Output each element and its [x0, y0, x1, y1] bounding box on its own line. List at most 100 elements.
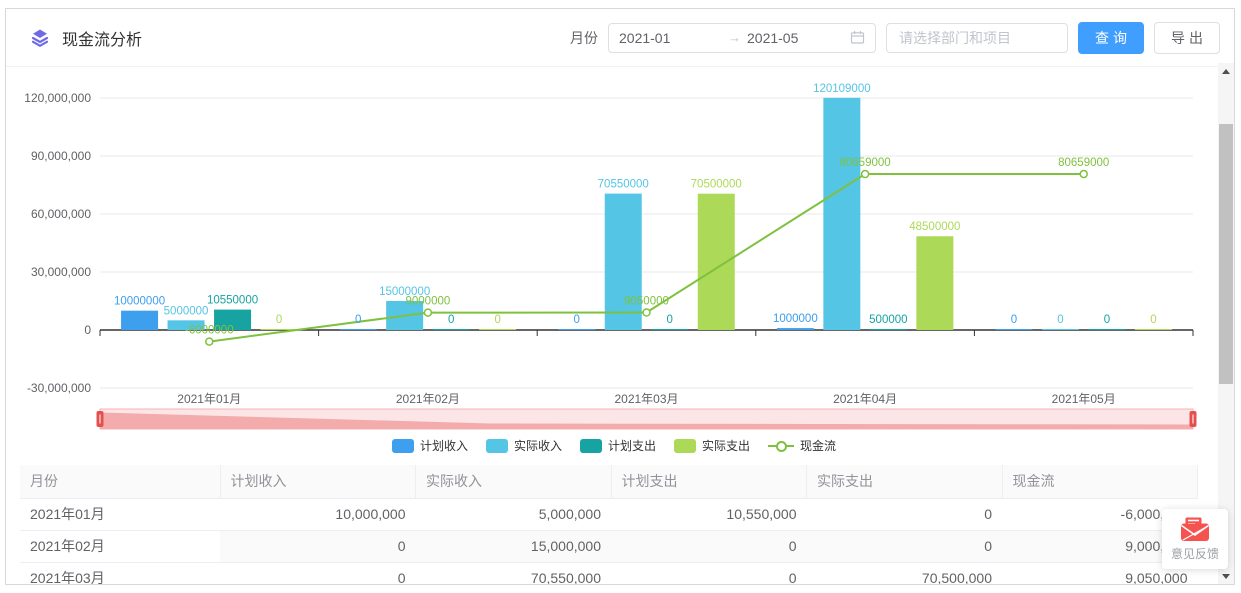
svg-text:2021年05月: 2021年05月	[1052, 392, 1116, 406]
table-row: 2021年01月 10,000,000 5,000,000 10,550,000 0 -6…	[20, 498, 1198, 531]
calendar-icon[interactable]	[850, 30, 865, 45]
bar-计划支出	[214, 309, 252, 330]
legend-item-计划收入[interactable]: 计划收入	[391, 437, 468, 454]
value-cell: 70,500,000	[806, 562, 1002, 584]
scroll-up-icon[interactable]	[1218, 63, 1234, 79]
bar-计划支出	[1088, 329, 1126, 330]
column-header: 计划支出	[611, 465, 807, 499]
datazoom-left-handle[interactable]	[96, 411, 104, 427]
legend-label: 计划收入	[419, 439, 468, 453]
x-axis-labels: 2021年01月 2021年02月 2021年03月 2021年04月 2021年05月	[177, 392, 1115, 406]
bar-实际支出	[916, 236, 954, 330]
bar-计划收入	[121, 310, 159, 330]
bar-实际支出	[697, 193, 735, 330]
value-cell: 0	[220, 530, 416, 563]
svg-text:2021年03月: 2021年03月	[614, 392, 678, 406]
bar-计划支出	[869, 329, 907, 330]
svg-text:80659000: 80659000	[1058, 157, 1109, 169]
svg-text:15000000: 15000000	[379, 286, 430, 298]
y-axis-labels: 120,000,000 90,000,000 60,000,000 30,000,00…	[24, 91, 91, 395]
column-header: 实际收入	[415, 465, 612, 499]
svg-text:70500000: 70500000	[691, 179, 742, 191]
legend-swatch	[485, 438, 508, 453]
month-field-label: 月份	[570, 29, 598, 46]
x-axis-ticks	[99, 330, 1194, 336]
svg-text:-30,000,000: -30,000,000	[27, 381, 91, 395]
department-project-input[interactable]	[886, 22, 1068, 53]
svg-text:0: 0	[494, 314, 500, 326]
value-cell: 15,000,000	[415, 530, 611, 563]
bar-计划收入	[776, 328, 814, 330]
bar-计划收入	[995, 329, 1033, 330]
bar-计划收入	[339, 329, 377, 330]
feedback-button[interactable]: 意见反馈	[1162, 509, 1228, 569]
datazoom-slider[interactable]	[96, 408, 1197, 430]
legend-swatch	[579, 438, 602, 453]
vertical-scrollbar[interactable]	[1218, 63, 1234, 584]
value-cell: 0	[611, 562, 807, 584]
svg-text:60,000,000: 60,000,000	[31, 207, 91, 221]
bars	[121, 97, 1172, 330]
bar-计划收入	[558, 329, 596, 330]
envelope-icon	[1180, 516, 1210, 542]
legend-item-实际支出[interactable]: 实际支出	[674, 437, 750, 454]
svg-text:2021年02月: 2021年02月	[396, 392, 460, 406]
svg-text:0: 0	[448, 314, 454, 326]
value-cell: 0	[611, 530, 807, 563]
legend-item-现金流[interactable]: 现金流	[768, 437, 836, 454]
datazoom-right-handle[interactable]	[1189, 411, 1197, 427]
feedback-label: 意见反馈	[1170, 547, 1219, 561]
page-title: 现金流分析	[62, 31, 143, 49]
legend-item-计划支出[interactable]: 计划支出	[579, 437, 656, 454]
table-row: 2021年02月 0 15,000,000 0 0 9,000,000	[20, 530, 1198, 563]
date-range-arrow-icon: →	[728, 30, 741, 45]
legend-label: 实际收入	[513, 439, 562, 453]
bar-实际收入	[167, 320, 205, 330]
value-cell: 0	[806, 530, 1002, 563]
svg-text:5000000: 5000000	[164, 305, 209, 317]
column-header: 月份	[20, 465, 221, 499]
month-cell: 2021年01月	[20, 498, 220, 531]
svg-text:9000000: 9000000	[406, 296, 451, 308]
column-header: 计划收入	[220, 465, 416, 499]
date-start-value[interactable]: 2021-01	[619, 29, 671, 46]
legend-label: 计划支出	[607, 439, 656, 453]
date-end-value[interactable]: 2021-05	[747, 29, 799, 46]
svg-text:2021年01月: 2021年01月	[177, 392, 241, 406]
bar-实际支出	[1134, 329, 1172, 330]
svg-text:0: 0	[1011, 314, 1017, 326]
export-button[interactable]: 导出	[1154, 21, 1220, 54]
bar-实际收入	[1041, 329, 1079, 330]
month-cell: 2021年02月	[20, 530, 220, 563]
svg-text:0: 0	[667, 314, 673, 326]
gridlines	[100, 97, 1193, 389]
cashflow-analysis-page: 现金流分析 月份 2021-01 → 2021-05 查询 导出 120,000…	[5, 8, 1235, 585]
column-header: 实际支出	[806, 465, 1003, 499]
legend-label: 实际支出	[702, 439, 751, 453]
legend-swatch	[391, 438, 414, 453]
date-range-picker[interactable]: 2021-01 → 2021-05	[608, 22, 876, 53]
legend-item-实际收入[interactable]: 实际收入	[485, 437, 562, 454]
page-header: 现金流分析 月份 2021-01 → 2021-05 查询 导出	[6, 9, 1234, 67]
bar-计划支出	[651, 329, 689, 330]
value-cell: 0	[806, 498, 1002, 531]
table-header-row: 月份 计划收入 实际收入 计划支出 实际支出 现金流	[20, 465, 1198, 499]
scrollbar-thumb[interactable]	[1219, 124, 1233, 384]
legend-line-icon	[768, 439, 795, 453]
cashflow-line	[205, 169, 1088, 346]
value-cell: 70,550,000	[415, 562, 611, 584]
value-cell: 10,550,000	[611, 498, 807, 531]
svg-text:0: 0	[574, 314, 580, 326]
svg-text:500000: 500000	[869, 314, 907, 326]
svg-text:0: 0	[276, 314, 282, 326]
table-row: 2021年03月 0 70,550,000 0 70,500,000 9,050,000	[20, 562, 1198, 584]
svg-text:9050000: 9050000	[624, 296, 669, 308]
svg-text:0: 0	[355, 314, 361, 326]
value-cell: 10,000,000	[220, 498, 416, 531]
month-cell: 2021年03月	[20, 562, 220, 584]
scroll-down-icon[interactable]	[1218, 568, 1234, 584]
query-button[interactable]: 查询	[1078, 21, 1144, 54]
cashflow-chart[interactable]: 120,000,000 90,000,000 60,000,000 30,000,00…	[6, 63, 1222, 438]
svg-text:1000000: 1000000	[773, 313, 818, 325]
bar-实际收入	[604, 193, 642, 330]
